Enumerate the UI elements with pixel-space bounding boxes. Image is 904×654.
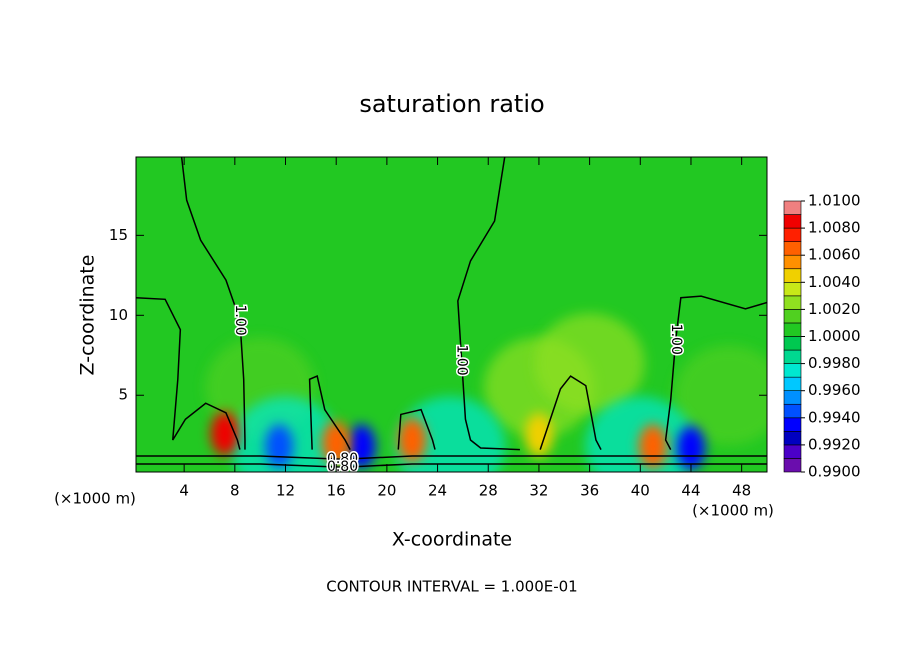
- colorbar-box: [783, 227, 802, 242]
- contour-label: 1.00: [232, 305, 248, 336]
- contour-line: [308, 375, 351, 450]
- x-unit: (×1000 m): [692, 502, 774, 520]
- colorbar-box: [783, 281, 802, 297]
- x-tick-label: 32: [529, 482, 548, 500]
- contour-label: 0.80: [327, 459, 358, 475]
- y-unit: (×1000 m): [54, 490, 136, 508]
- colorbar-box: [783, 200, 802, 215]
- y-tick-label: 5: [118, 386, 128, 404]
- contour-line: [136, 463, 767, 468]
- colorbar-box: [783, 403, 802, 419]
- field-peak: [322, 421, 351, 466]
- colorbar-box: [783, 376, 802, 391]
- contour-label: 1.00: [454, 344, 470, 375]
- contour-line: [136, 455, 767, 460]
- colorbar-box: [783, 268, 802, 283]
- plot-frame: [135, 156, 768, 473]
- colorbar-box: [783, 417, 802, 432]
- colorbar-box: [783, 363, 802, 378]
- x-tick-label: 40: [631, 482, 650, 500]
- y-tick-label: 15: [109, 226, 128, 244]
- chart-title: saturation ratio: [359, 90, 544, 118]
- contour-line: [180, 157, 246, 450]
- colorbar-box: [783, 336, 802, 351]
- colorbar-box: [783, 349, 802, 364]
- contour-label: 1.00: [668, 324, 684, 355]
- colorbar-label: 1.0040: [808, 273, 861, 291]
- field-peak: [210, 411, 239, 456]
- colorbar-box: [783, 322, 802, 337]
- field-peak: [265, 424, 294, 469]
- field-peak: [638, 424, 667, 469]
- field-peak: [524, 413, 553, 458]
- field-peak: [585, 396, 696, 472]
- field: [136, 157, 767, 472]
- y-tick-label: 10: [109, 306, 128, 324]
- x-tick-label: 4: [179, 482, 189, 500]
- x-tick-label: 8: [230, 482, 240, 500]
- colorbar-box: [783, 458, 802, 473]
- field-peak: [534, 313, 645, 414]
- colorbar-label: 1.0020: [808, 300, 861, 318]
- colorbar-label: 0.9920: [808, 435, 861, 453]
- colorbar-box: [783, 390, 802, 405]
- contour-line: [136, 296, 241, 450]
- colorbar-label: 1.0000: [808, 327, 861, 345]
- contour-label: 0.80: [327, 451, 358, 467]
- x-tick-label: 12: [276, 482, 295, 500]
- field-peak: [398, 418, 427, 463]
- colorbar-label: 1.0080: [808, 219, 861, 237]
- contour-line: [664, 295, 767, 450]
- y-axis-label: Z-coordinate: [77, 255, 99, 376]
- field-peak: [674, 345, 767, 446]
- colorbar-box: [783, 254, 802, 270]
- colorbar-box: [783, 444, 802, 459]
- x-tick-label: 48: [732, 482, 751, 500]
- x-axis-label: X-coordinate: [392, 529, 512, 551]
- colorbar-label: 0.9960: [808, 381, 861, 399]
- colorbar-label: 0.9940: [808, 408, 861, 426]
- colorbar-label: 0.9980: [808, 354, 861, 372]
- contours: 1.00 1.00 1.00 0.800.80: [136, 157, 767, 475]
- colorbar-label: 0.9900: [808, 463, 861, 481]
- colorbar-box: [783, 214, 802, 229]
- colorbar-box: [783, 309, 802, 324]
- colorbar-box: [783, 295, 802, 310]
- contour-line: [457, 157, 520, 451]
- footer: CONTOUR INTERVAL = 1.000E-01: [326, 578, 577, 596]
- field-peak: [676, 426, 705, 471]
- x-tick-label: 44: [681, 482, 700, 500]
- x-tick-label: 28: [479, 482, 498, 500]
- colorbar-box: [783, 431, 802, 446]
- x-tick-label: 20: [377, 482, 396, 500]
- x-tick-label: 16: [327, 482, 346, 500]
- colorbar-box: [783, 241, 802, 256]
- colorbar-label: 1.0100: [808, 192, 861, 210]
- contour-line: [539, 375, 602, 450]
- contour-line: [397, 408, 436, 450]
- x-tick-label: 36: [580, 482, 599, 500]
- x-tick-label: 24: [428, 482, 447, 500]
- colorbar-label: 1.0060: [808, 246, 861, 264]
